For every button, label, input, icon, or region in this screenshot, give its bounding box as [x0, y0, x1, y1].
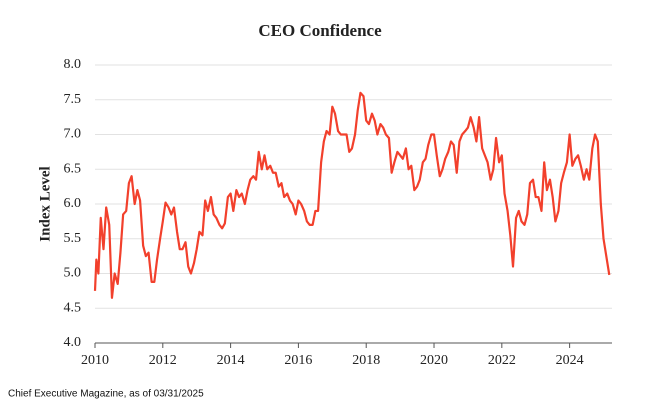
y-tick-label: 5.5 — [64, 231, 82, 246]
y-tick-label: 7.5 — [64, 92, 82, 107]
source-note: Chief Executive Magazine, as of 03/31/20… — [8, 389, 204, 400]
y-tick-label: 4.0 — [64, 335, 82, 350]
y-tick-label: 4.5 — [64, 300, 82, 315]
x-tick-label: 2014 — [217, 353, 245, 368]
x-tick-label: 2022 — [488, 353, 516, 368]
y-tick-label: 5.0 — [64, 266, 82, 281]
x-tick-label: 2016 — [284, 353, 312, 368]
y-tick-label: 6.0 — [64, 196, 82, 211]
x-tick-label: 2018 — [352, 353, 380, 368]
chart-title: CEO Confidence — [258, 21, 382, 40]
x-tick-label: 2020 — [420, 353, 448, 368]
x-tick-label: 2024 — [556, 353, 584, 368]
data-line — [93, 91, 611, 299]
x-tick-label: 2010 — [81, 353, 109, 368]
y-tick-label: 6.5 — [64, 161, 82, 176]
y-tick-label: 7.0 — [64, 127, 82, 142]
y-tick-label: 8.0 — [64, 57, 82, 72]
y-axis-label: Index Level — [37, 166, 53, 241]
x-tick-label: 2012 — [149, 353, 177, 368]
